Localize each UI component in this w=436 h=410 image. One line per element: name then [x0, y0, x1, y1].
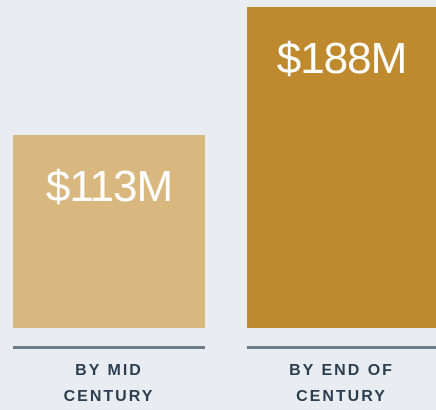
category-label: BY END OF CENTURY [289, 362, 394, 405]
value-label: $113M [45, 162, 173, 212]
bar: $188M [247, 7, 436, 328]
bar: $113M [13, 135, 205, 328]
baseline-rule [13, 346, 205, 349]
baseline-rule [247, 346, 436, 349]
value-label: $188M [276, 34, 408, 83]
category-label: BY MID CENTURY [63, 362, 155, 405]
